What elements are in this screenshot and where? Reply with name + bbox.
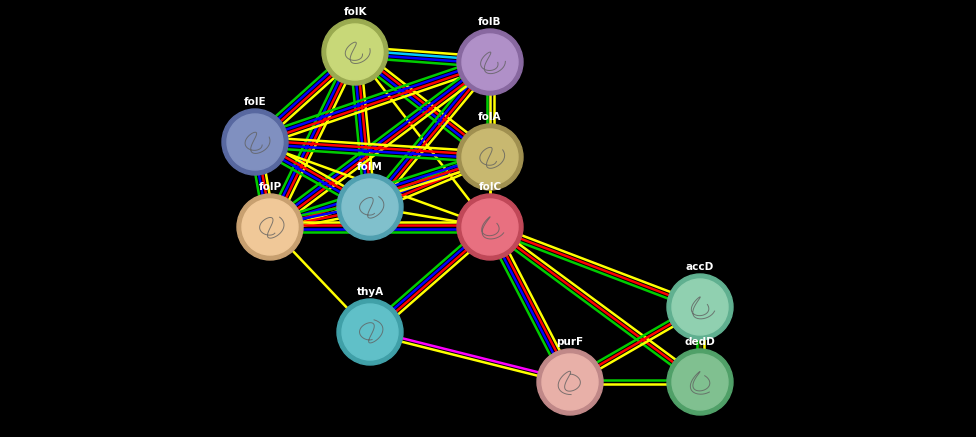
Text: folA: folA	[478, 112, 502, 122]
Circle shape	[337, 174, 403, 240]
Text: purF: purF	[556, 337, 584, 347]
Circle shape	[242, 199, 298, 255]
Text: accD: accD	[686, 262, 714, 272]
Circle shape	[222, 109, 288, 175]
Circle shape	[457, 124, 523, 190]
Circle shape	[227, 114, 283, 170]
Circle shape	[342, 304, 398, 360]
Circle shape	[337, 299, 403, 365]
Circle shape	[542, 354, 598, 410]
Circle shape	[342, 179, 398, 235]
Circle shape	[462, 199, 518, 255]
Text: folK: folK	[344, 7, 367, 17]
Circle shape	[327, 24, 383, 80]
Text: folP: folP	[259, 182, 281, 192]
Circle shape	[672, 354, 728, 410]
Text: folB: folB	[478, 17, 502, 27]
Circle shape	[537, 349, 603, 415]
Circle shape	[322, 19, 388, 85]
Circle shape	[462, 129, 518, 185]
Text: thyA: thyA	[356, 287, 384, 297]
Circle shape	[457, 29, 523, 95]
Text: folE: folE	[244, 97, 266, 107]
Circle shape	[237, 194, 303, 260]
Text: folM: folM	[357, 162, 383, 172]
Text: folC: folC	[478, 182, 502, 192]
Circle shape	[457, 194, 523, 260]
Text: dedD: dedD	[684, 337, 715, 347]
Circle shape	[462, 34, 518, 90]
Circle shape	[667, 274, 733, 340]
Circle shape	[672, 279, 728, 335]
Circle shape	[667, 349, 733, 415]
